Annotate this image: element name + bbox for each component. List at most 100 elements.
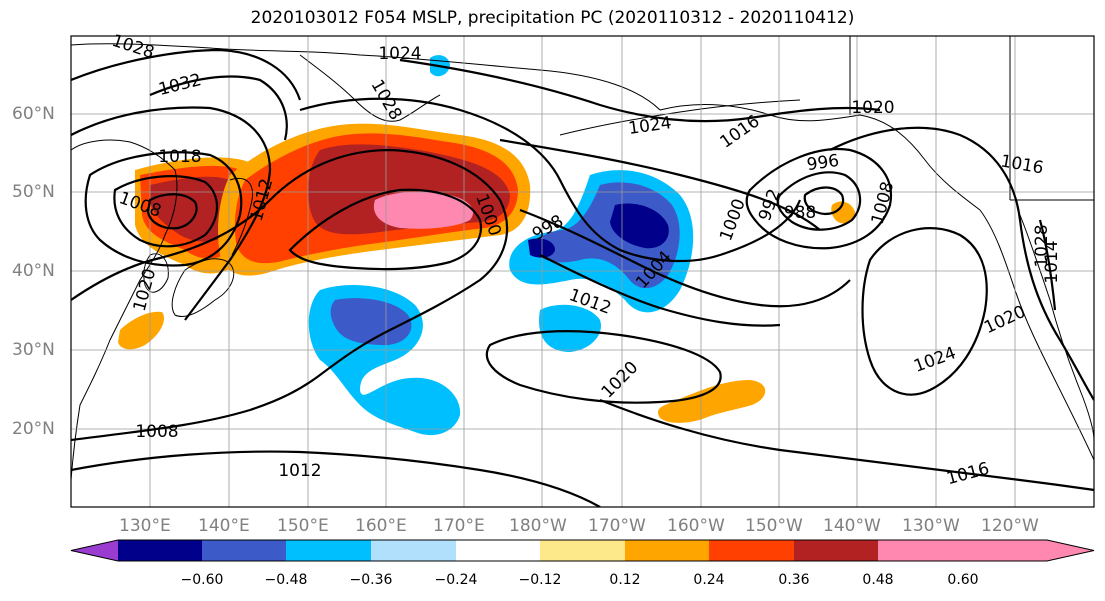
lon-label: 130°W	[902, 516, 960, 536]
isobar-label: 1024	[378, 44, 421, 64]
lat-label: 50°N	[12, 182, 55, 202]
isobar	[71, 106, 272, 321]
colorbar-segment	[878, 540, 963, 561]
isobar	[539, 254, 781, 327]
lon-label: 150°W	[745, 516, 803, 536]
isobar-layer	[71, 48, 1094, 507]
isobar	[803, 186, 845, 216]
colorbar-tick-label: −0.12	[518, 572, 562, 588]
colorbar-tick-label: −0.60	[180, 572, 224, 588]
isobar	[861, 227, 988, 396]
isobar	[399, 58, 881, 123]
colorbar-tick-label: 0.48	[862, 572, 894, 588]
lon-label: 170°E	[433, 516, 485, 536]
colorbar-outline	[70, 539, 1095, 562]
isobar	[84, 151, 243, 267]
lon-label: 120°W	[981, 516, 1039, 536]
colorbar-segment	[118, 540, 202, 561]
isobar	[1038, 219, 1057, 311]
colorbar-segment	[963, 540, 1047, 561]
lon-label: 160°E	[355, 516, 407, 536]
gridlines	[71, 36, 1094, 507]
colorbar-tick-label: 0.24	[693, 572, 725, 588]
colorbar-tick-label: −0.48	[264, 572, 308, 588]
shade-negative-pacific-east-core	[610, 203, 669, 249]
isobar-label: 1020	[851, 98, 894, 118]
isobar-label: 1020	[981, 302, 1029, 338]
isobar	[71, 450, 601, 507]
isobar-label: 996	[806, 151, 841, 175]
shade-negative-pacific-east-core2	[528, 238, 555, 258]
isobar	[299, 97, 802, 263]
colorbar-arrow-left	[71, 540, 118, 561]
lon-label: 130°E	[119, 516, 171, 536]
shade-positive-alaska-gulf	[831, 201, 856, 224]
isobar-label: 1018	[158, 147, 201, 167]
colorbar-segment	[202, 540, 286, 561]
shade-positive-hawaii	[657, 380, 766, 423]
coastline-siberia	[71, 43, 661, 111]
colorbar-tick-label: 0.60	[947, 572, 979, 588]
isobar	[519, 208, 851, 308]
coastline-north-america	[1019, 214, 1094, 441]
lat-label: 20°N	[12, 419, 55, 439]
colorbar-segment	[709, 540, 794, 561]
isobar-label: 1008	[135, 422, 178, 442]
lat-label: 30°N	[12, 340, 55, 360]
colorbar-segment	[371, 540, 456, 561]
isobar	[599, 398, 1094, 492]
shade-positive-japan-south	[118, 311, 165, 350]
lon-label: 170°W	[588, 516, 646, 536]
colorbar-tick-label: 0.12	[609, 572, 641, 588]
isobar-label: 1016	[945, 459, 992, 490]
lon-label: 140°E	[198, 516, 250, 536]
plot-frame	[70, 35, 1095, 508]
isobar	[113, 175, 219, 248]
isobar	[71, 148, 509, 442]
isobar	[776, 171, 862, 231]
lat-label: 60°N	[12, 104, 55, 124]
isobar	[499, 138, 821, 231]
coastline-kamchatka	[299, 54, 441, 122]
isobar-label: 1024	[627, 113, 673, 139]
coastline-aleutians	[559, 99, 801, 136]
isobar-label: 1012	[278, 461, 321, 481]
isobar-label: 1020	[598, 358, 643, 403]
isobar-label: 1000	[716, 196, 750, 243]
isobar-label: 1008	[868, 180, 899, 227]
isobar-label: 1024	[911, 343, 958, 377]
isobar-label: 1014	[1042, 240, 1062, 283]
shade-negative-pacific-south	[539, 304, 601, 352]
isobar	[71, 48, 302, 101]
lon-label: 160°W	[667, 516, 725, 536]
lat-label: 40°N	[12, 261, 55, 281]
colorbar-segment	[794, 540, 878, 561]
shade-positive-japan-core	[150, 176, 238, 242]
isobar-label: 1028	[1032, 224, 1052, 267]
coastline-layer	[71, 36, 1094, 481]
isobar-label: 1020	[130, 267, 161, 314]
colorbar-segment	[286, 540, 371, 561]
colorbar-segment	[625, 540, 709, 561]
lon-label: 140°W	[823, 516, 881, 536]
isobar	[146, 193, 198, 230]
colorbar-tick-label: −0.24	[434, 572, 478, 588]
isobar	[829, 126, 1094, 401]
colorbar	[70, 539, 1095, 562]
isobar-label: 1032	[157, 70, 204, 100]
shade-positive-kuril-peak	[373, 191, 474, 229]
colorbar-arrow-right	[1047, 540, 1094, 561]
shade-negative-west-inner	[330, 298, 412, 345]
isobar	[485, 330, 722, 404]
colorbar-segment	[540, 540, 625, 561]
coastline-canada-interior	[849, 36, 1094, 201]
colorbar-segment	[456, 540, 540, 561]
colorbar-tick-label: −0.36	[349, 572, 393, 588]
lon-label: 150°E	[277, 516, 329, 536]
map-title: 2020103012 F054 MSLP, precipitation PC (…	[250, 8, 855, 28]
isobar	[288, 188, 483, 271]
lon-label: 180°W	[509, 516, 567, 536]
coastline-korea-japan	[143, 177, 254, 317]
isobar-label: 988	[784, 203, 816, 223]
